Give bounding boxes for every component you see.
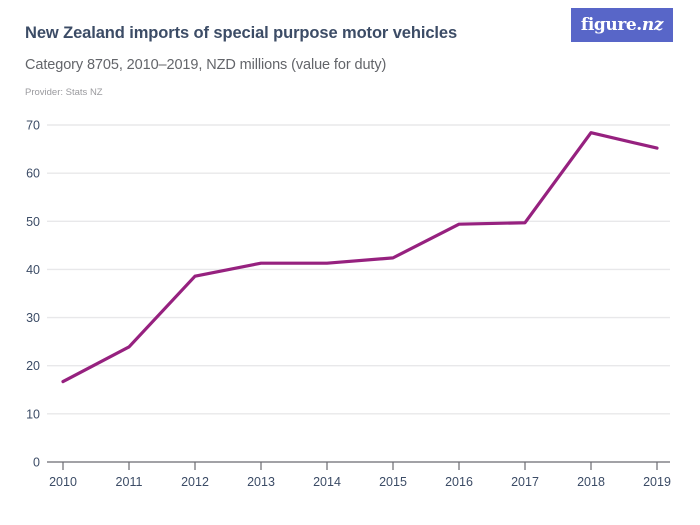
x-axis-group (47, 461, 670, 470)
line-chart-svg: 0 10 20 30 40 50 60 70 2010 2011 2012 2013 2014 2015… (26, 119, 671, 490)
data-line (61, 131, 659, 384)
x-axis-tick-label: 2017 (511, 475, 539, 489)
x-axis-tick-label: 2018 (577, 475, 605, 489)
x-axis-tick-label: 2015 (379, 475, 407, 489)
y-axis-tick-label: 60 (26, 167, 40, 181)
logo-text: figure.nz (580, 14, 664, 35)
gridlines-group (47, 124, 670, 415)
x-axis-tick-label: 2010 (49, 475, 77, 489)
figure-nz-logo[interactable]: figure.nz (571, 8, 673, 42)
y-axis-tick-labels: 0 10 20 30 40 50 60 70 (26, 119, 40, 470)
chart-plot-area: 0 10 20 30 40 50 60 70 2010 2011 2012 2013 2014 2015… (0, 108, 700, 525)
chart-subtitle: Category 8705, 2010–2019, NZD millions (… (25, 57, 387, 73)
y-axis-tick-label: 40 (26, 263, 40, 277)
x-axis-tick-labels: 2010 2011 2012 2013 2014 2015 2016 2017 2018 2019 (49, 475, 671, 489)
x-axis-tick-label: 2016 (445, 475, 473, 489)
chart-header: New Zealand imports of special purpose m… (0, 0, 700, 108)
x-axis-tick-label: 2014 (313, 475, 341, 489)
y-axis-tick-label: 30 (26, 311, 40, 325)
y-axis-tick-label: 0 (33, 456, 40, 470)
x-axis-tick-label: 2019 (643, 475, 671, 489)
y-axis-tick-label: 10 (26, 407, 40, 421)
logo-text-italic: nz (641, 14, 664, 35)
y-axis-tick-label: 50 (26, 215, 40, 229)
page-title: New Zealand imports of special purpose m… (25, 24, 458, 42)
x-axis-tick-label: 2011 (116, 475, 143, 489)
x-axis-tick-label: 2013 (247, 475, 275, 489)
logo-text-main: figure. (580, 14, 642, 35)
y-axis-tick-label: 70 (26, 119, 40, 133)
y-axis-tick-label: 20 (26, 359, 40, 373)
data-series-group (61, 131, 659, 384)
provider-label: Provider: Stats NZ (25, 87, 103, 98)
x-axis-tick-label: 2012 (181, 475, 209, 489)
